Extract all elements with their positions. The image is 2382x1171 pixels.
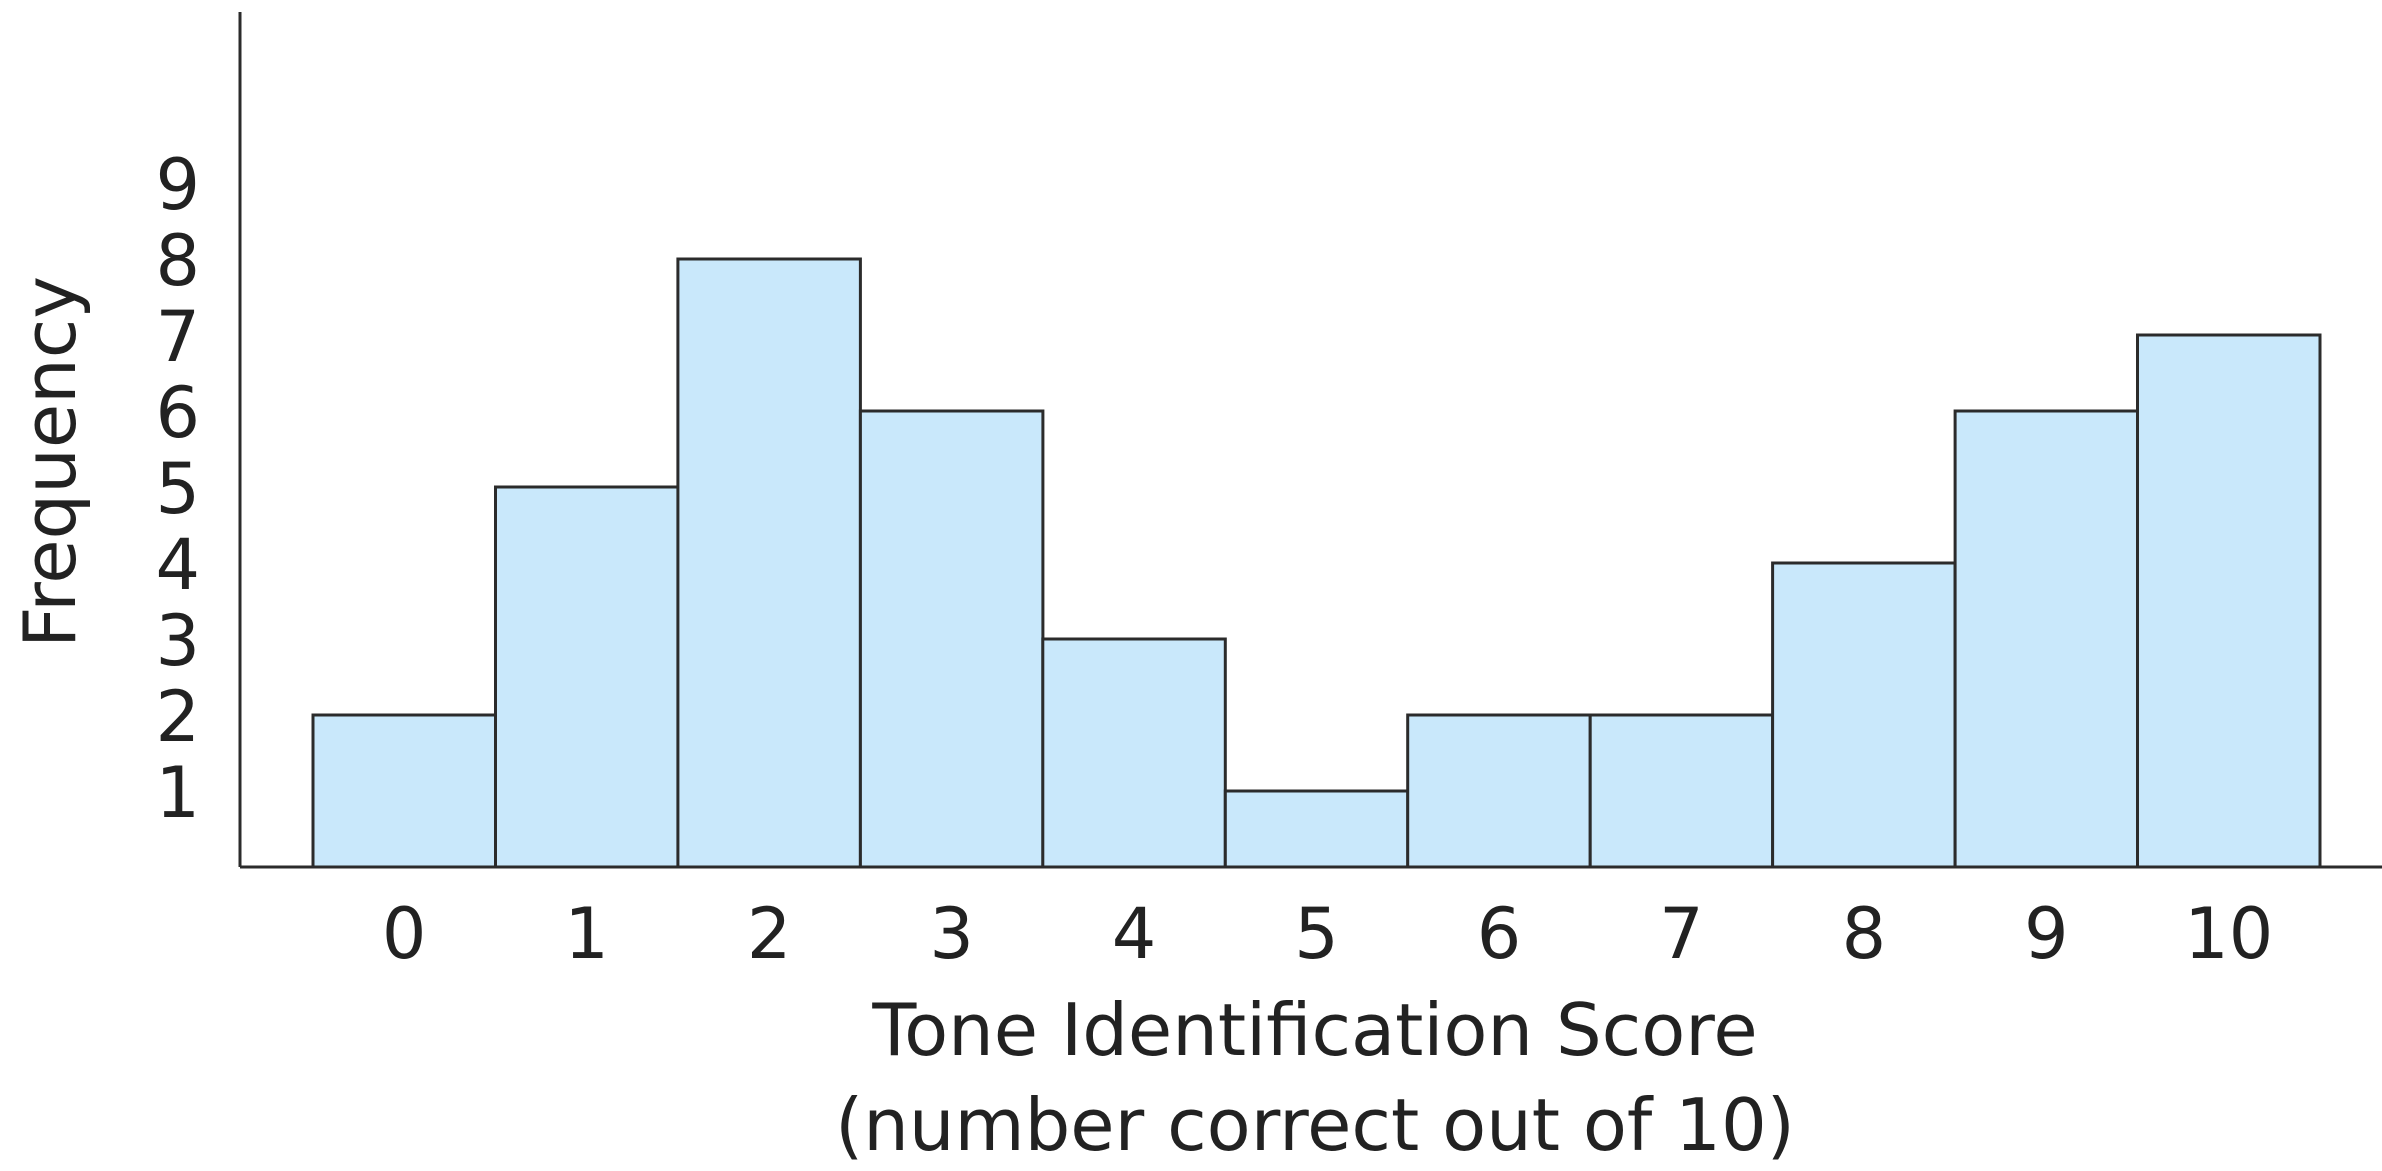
x-tick-label-2: 2	[747, 893, 792, 975]
bar-7	[1588, 713, 1775, 869]
x-tick-label-1: 1	[564, 893, 609, 975]
y-tick-label-3: 3	[155, 600, 200, 682]
axes	[238, 12, 2382, 869]
x-axis-title-line-1: Tone Identification Score	[871, 988, 1757, 1072]
bar-0	[311, 713, 497, 869]
bar-8	[1771, 561, 1957, 869]
x-tick-label-3: 3	[929, 893, 974, 975]
y-tick-label-2: 2	[155, 676, 200, 758]
y-tick-label-1: 1	[155, 752, 200, 834]
x-axis-title-line-2: (number correct out of 10)	[835, 1083, 1795, 1167]
bar-6	[1406, 713, 1592, 869]
y-tick-label-4: 4	[155, 524, 200, 606]
y-tick-label-9: 9	[155, 144, 200, 226]
x-tick-label-4: 4	[1112, 893, 1157, 975]
bar-9	[1953, 409, 2140, 869]
bar-group	[311, 257, 2322, 869]
bar-10	[2136, 333, 2322, 869]
x-tick-label-0: 0	[382, 893, 427, 975]
y-tick-label-8: 8	[155, 220, 200, 302]
x-tick-labels: 0 1 2 3 4 5 6 7 8 9 10	[382, 893, 2273, 975]
x-tick-label-8: 8	[1842, 893, 1887, 975]
y-tick-label-6: 6	[155, 372, 200, 454]
bar-2	[676, 257, 862, 869]
x-tick-label-7: 7	[1659, 893, 1704, 975]
bar-3	[858, 409, 1045, 869]
x-tick-label-10: 10	[2184, 893, 2273, 975]
y-tick-label-7: 7	[155, 296, 200, 378]
bar-1	[494, 485, 680, 869]
y-tick-label-5: 5	[155, 448, 200, 530]
bar-4	[1041, 637, 1227, 869]
x-tick-label-5: 5	[1294, 893, 1339, 975]
x-tick-label-9: 9	[2024, 893, 2069, 975]
x-tick-label-6: 6	[1477, 893, 1522, 975]
y-axis-title: Frequency	[8, 276, 92, 648]
bar-5	[1223, 789, 1410, 869]
